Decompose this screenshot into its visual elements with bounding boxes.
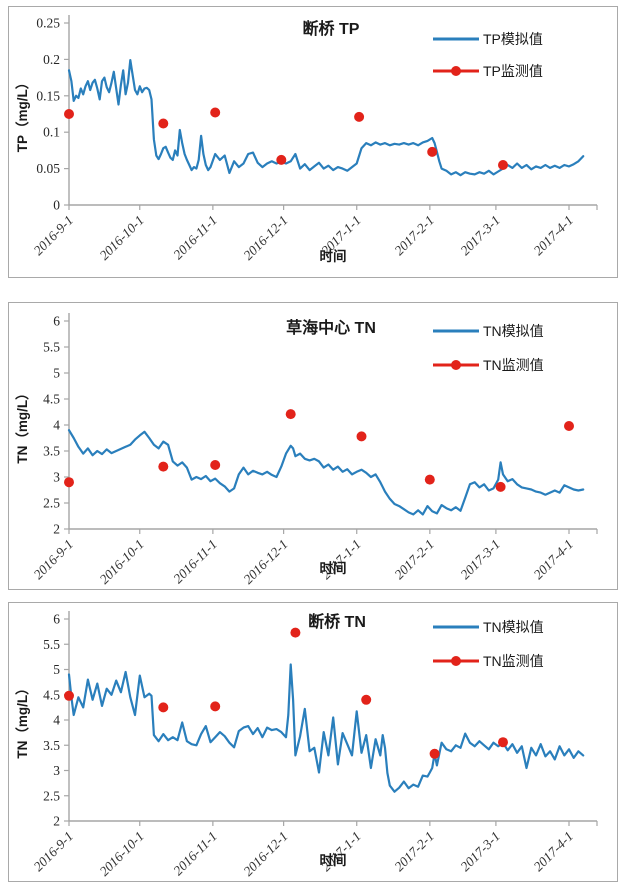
x-tick-label: 2016-12-1 bbox=[240, 829, 290, 879]
y-tick-label: 3.5 bbox=[43, 738, 60, 753]
y-tick-label: 4.5 bbox=[43, 687, 60, 702]
y-tick-label: 2 bbox=[53, 522, 60, 537]
chart-title: 断桥 TP bbox=[303, 19, 360, 38]
x-tick-label: 2017-2-1 bbox=[391, 213, 437, 259]
duanqiao-tn-obs-point bbox=[290, 627, 301, 638]
y-tick-label: 2 bbox=[53, 814, 60, 829]
x-axis-title: 时间 bbox=[320, 560, 347, 576]
x-tick-label: 2017-4-1 bbox=[531, 829, 577, 875]
y-axis-title: TP（mg/L） bbox=[15, 76, 30, 153]
y-axis-title: TN（mg/L） bbox=[15, 681, 30, 758]
caohai-tn-obs-point bbox=[495, 481, 506, 492]
x-tick-label: 2016-10-1 bbox=[96, 213, 146, 263]
duanqiao-tp-obs-point bbox=[354, 111, 365, 122]
caohai-tn-obs-point bbox=[285, 409, 296, 420]
legend-label: TP模拟值 bbox=[483, 31, 543, 47]
chart-title: 断桥 TN bbox=[308, 612, 366, 631]
x-tick-label: 2017-2-1 bbox=[391, 829, 437, 875]
duanqiao-tn-obs-point bbox=[498, 737, 508, 748]
duanqiao-tn-obs-point bbox=[64, 690, 74, 701]
x-tick-label: 2016-11-1 bbox=[170, 829, 220, 879]
y-tick-label: 5.5 bbox=[43, 340, 60, 355]
caohai-tn-obs-point bbox=[564, 421, 574, 431]
duanqiao-tn-sim-line bbox=[67, 663, 585, 793]
x-axis-title: 时间 bbox=[320, 852, 347, 868]
x-tick-label: 2016-10-1 bbox=[96, 537, 146, 587]
x-axis-title: 时间 bbox=[320, 248, 347, 264]
y-tick-label: 4 bbox=[53, 713, 60, 728]
legend-obs-dot-icon bbox=[451, 360, 461, 370]
y-tick-label: 4.5 bbox=[43, 392, 60, 407]
duanqiao-tn-obs-point bbox=[361, 694, 372, 705]
duanqiao-tn-obs-point bbox=[158, 702, 169, 713]
x-tick-label: 2017-4-1 bbox=[531, 537, 577, 583]
duanqiao-tp-obs-point bbox=[210, 107, 221, 118]
caohai-tn-obs-point bbox=[64, 477, 74, 488]
y-tick-label: 6 bbox=[53, 612, 60, 627]
x-tick-label: 2016-9-1 bbox=[31, 213, 77, 259]
x-tick-label: 2016-9-1 bbox=[31, 829, 77, 875]
caohai-tn-sim-line bbox=[67, 429, 585, 516]
x-tick-label: 2016-11-1 bbox=[170, 213, 220, 263]
y-tick-label: 0.2 bbox=[43, 52, 60, 67]
y-tick-label: 0.25 bbox=[36, 16, 60, 31]
duanqiao-tp-sim-line bbox=[67, 58, 585, 177]
duanqiao-tp-obs-point bbox=[498, 160, 508, 170]
y-tick-label: 4 bbox=[53, 418, 60, 433]
caohai-tn-obs-point bbox=[356, 431, 367, 442]
legend-label: TN模拟值 bbox=[483, 619, 544, 635]
legend-label: TN监测值 bbox=[483, 653, 544, 669]
y-tick-label: 3.5 bbox=[43, 444, 60, 459]
y-tick-label: 0.15 bbox=[36, 88, 60, 103]
x-tick-label: 2017-3-1 bbox=[457, 537, 503, 583]
duanqiao-tp-obs-point bbox=[158, 118, 169, 129]
x-tick-label: 2017-4-1 bbox=[531, 213, 577, 259]
y-tick-label: 6 bbox=[53, 314, 60, 329]
x-tick-label: 2016-9-1 bbox=[31, 537, 77, 583]
y-tick-label: 5.5 bbox=[43, 637, 60, 652]
chart-panel-duanqiao-tn: 2 2.5 3 3.5 4 4.5 5 5.5 6 2016-9-1 2016-10-1 2016-1… bbox=[8, 602, 618, 882]
legend-obs-dot-icon bbox=[451, 656, 461, 666]
chart-caohai-tn: 2 2.5 3 3.5 4 4.5 5 5.5 6 2016-9-1 2016-10-1 2016-1… bbox=[15, 313, 598, 587]
caohai-tn-obs-point bbox=[210, 460, 221, 470]
duanqiao-tn-obs-point bbox=[210, 701, 221, 712]
caohai-tn-obs-point bbox=[424, 474, 435, 485]
x-tick-label: 2016-10-1 bbox=[96, 829, 146, 879]
chart-title: 草海中心 TN bbox=[286, 318, 376, 337]
x-tick-label: 2017-3-1 bbox=[457, 213, 503, 259]
legend-label: TN监测值 bbox=[483, 357, 544, 373]
x-tick-label: 2016-12-1 bbox=[240, 213, 290, 263]
duanqiao-tn-obs-point bbox=[429, 748, 440, 759]
x-tick-label: 2016-12-1 bbox=[240, 537, 290, 587]
y-axis-title: TN（mg/L） bbox=[15, 386, 30, 463]
y-tick-label: 0.1 bbox=[43, 125, 60, 140]
x-tick-label: 2017-2-1 bbox=[391, 537, 437, 583]
y-tick-label: 5 bbox=[53, 366, 60, 381]
y-tick-label: 3 bbox=[53, 470, 60, 485]
y-tick-label: 2.5 bbox=[43, 788, 60, 803]
chart-panel-duanqiao-tp: 0 0.05 0.1 0.15 0.2 0.25 2016-9-1 2016-10-1 2016… bbox=[8, 6, 618, 278]
y-tick-label: 0 bbox=[53, 198, 60, 213]
y-tick-label: 5 bbox=[53, 662, 60, 677]
chart-duanqiao-tp: 0 0.05 0.1 0.15 0.2 0.25 2016-9-1 2016-10-1 2016… bbox=[15, 15, 598, 264]
chart-duanqiao-tn: 2 2.5 3 3.5 4 4.5 5 5.5 6 2016-9-1 2016-10-1 2016-1… bbox=[15, 611, 598, 879]
x-tick-label: 2017-3-1 bbox=[457, 829, 503, 875]
legend-label: TP监测值 bbox=[483, 63, 543, 79]
y-tick-label: 2.5 bbox=[43, 496, 60, 511]
y-tick-label: 3 bbox=[53, 763, 60, 778]
caohai-tn-obs-point bbox=[158, 461, 169, 472]
y-tick-label: 0.05 bbox=[36, 161, 60, 176]
chart-panel-caohai-tn: 2 2.5 3 3.5 4 4.5 5 5.5 6 2016-9-1 2016-10-1 2016-1… bbox=[8, 302, 618, 590]
legend-label: TN模拟值 bbox=[483, 323, 544, 339]
legend-obs-dot-icon bbox=[451, 66, 461, 76]
duanqiao-tp-obs-point bbox=[427, 146, 438, 157]
duanqiao-tp-obs-point bbox=[64, 109, 74, 119]
x-tick-label: 2016-11-1 bbox=[170, 537, 220, 587]
duanqiao-tp-obs-point bbox=[276, 154, 287, 165]
